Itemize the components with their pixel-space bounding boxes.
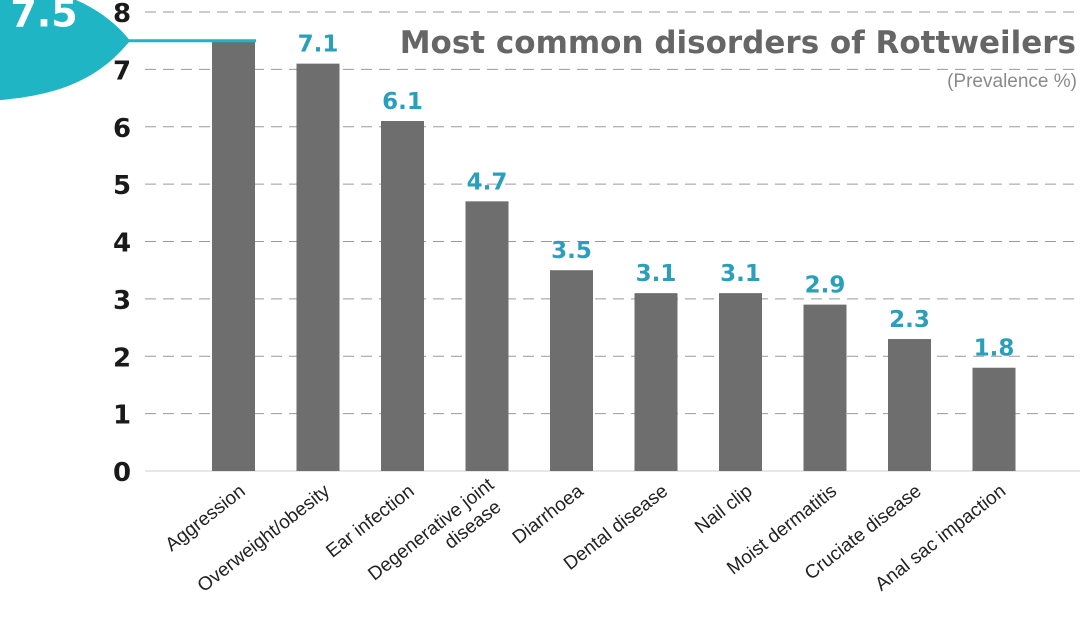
value-label: 2.9 xyxy=(805,273,846,299)
y-tick-label: 3 xyxy=(113,286,131,316)
value-label: 1.8 xyxy=(974,336,1015,362)
value-label: 6.1 xyxy=(382,89,423,115)
bar xyxy=(550,270,593,471)
y-tick-label: 4 xyxy=(113,229,131,259)
bar xyxy=(972,367,1016,471)
bar xyxy=(719,293,762,471)
chart-title: Most common disorders of Rottweilers xyxy=(400,25,1076,61)
value-label: 7.1 xyxy=(298,32,339,58)
y-tick-label: 5 xyxy=(113,171,131,201)
y-axis: 0 1 2 3 4 5 6 7 8 xyxy=(113,0,131,488)
x-tick-label: Nail clip xyxy=(691,481,756,539)
svg-text:Nail clip: Nail clip xyxy=(691,481,756,539)
highlight-drop-shape xyxy=(0,0,130,101)
x-tick-label: Aggression xyxy=(162,481,250,556)
y-tick-label: 0 xyxy=(113,458,131,488)
highlight-value: 7.5 xyxy=(10,0,77,36)
grid-lines xyxy=(145,11,1080,415)
svg-text:Aggression: Aggression xyxy=(162,481,250,556)
highlight-badge: 7.5 xyxy=(0,0,256,101)
value-label: 3.5 xyxy=(551,238,592,264)
bar xyxy=(465,201,509,471)
y-tick-label: 6 xyxy=(113,114,131,144)
svg-text:Diarrhoea: Diarrhoea xyxy=(509,480,588,548)
value-label: 3.1 xyxy=(720,261,761,287)
value-label: 3.1 xyxy=(636,261,677,287)
chart-subtitle: (Prevalence %) xyxy=(947,71,1077,92)
x-tick-label: Diarrhoea xyxy=(509,480,588,548)
bar xyxy=(888,339,931,471)
bar xyxy=(634,293,678,471)
bar xyxy=(803,304,847,471)
bar xyxy=(296,63,340,471)
value-label: 4.7 xyxy=(467,169,508,195)
y-tick-label: 8 xyxy=(113,0,131,29)
bars xyxy=(212,40,1016,471)
y-tick-label: 7 xyxy=(113,56,131,86)
value-labels: 7.1 6.1 4.7 3.5 3.1 3.1 2.9 2.3 1.8 xyxy=(298,32,1015,362)
y-tick-label: 2 xyxy=(113,343,131,373)
bar xyxy=(212,40,255,471)
value-label: 2.3 xyxy=(889,307,930,333)
y-tick-label: 1 xyxy=(113,401,131,431)
bar xyxy=(381,121,424,471)
